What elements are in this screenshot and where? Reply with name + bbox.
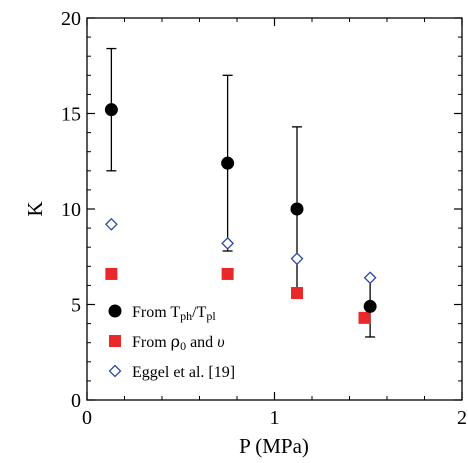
y-tick-label: 0 <box>71 390 81 412</box>
legend-marker-eggel <box>108 364 122 378</box>
rho-marker <box>291 287 303 300</box>
error-bars <box>106 47 376 338</box>
y-tick-label: 20 <box>61 8 81 30</box>
y-tick-label: 5 <box>71 295 81 317</box>
eggel-marker <box>290 252 304 266</box>
rho-marker <box>221 267 234 280</box>
data-markers <box>104 103 377 324</box>
y-tick-label: 15 <box>61 104 81 126</box>
legend: From Tph/Tpl From ρ0 and υ Eggel et al. [1… <box>108 304 235 381</box>
axis-ticks <box>86 17 463 401</box>
legend-label-rho: From ρ0 and υ <box>132 332 225 353</box>
legend-marker-rho <box>109 335 121 347</box>
x-tick-label: 0 <box>82 407 92 429</box>
eggel-marker <box>363 271 377 285</box>
x-tick-label: 2 <box>457 407 467 429</box>
eggel-marker <box>221 236 235 250</box>
tph-marker <box>290 202 304 216</box>
rho-marker <box>105 267 118 280</box>
eggel-marker <box>104 217 118 231</box>
y-tick-label: 10 <box>61 199 81 221</box>
legend-marker-tph <box>108 304 122 318</box>
x-axis-title: P (MPa) <box>239 434 309 458</box>
rho-marker <box>358 311 371 324</box>
tph-marker <box>221 156 235 170</box>
y-axis-title: K <box>23 201 47 216</box>
tph-marker <box>363 299 377 313</box>
legend-label-eggel: Eggel et al. [19] <box>132 364 235 381</box>
legend-label-tph: From Tph/Tpl <box>132 304 216 323</box>
x-tick-label: 1 <box>270 407 280 429</box>
tph-marker <box>104 103 118 117</box>
